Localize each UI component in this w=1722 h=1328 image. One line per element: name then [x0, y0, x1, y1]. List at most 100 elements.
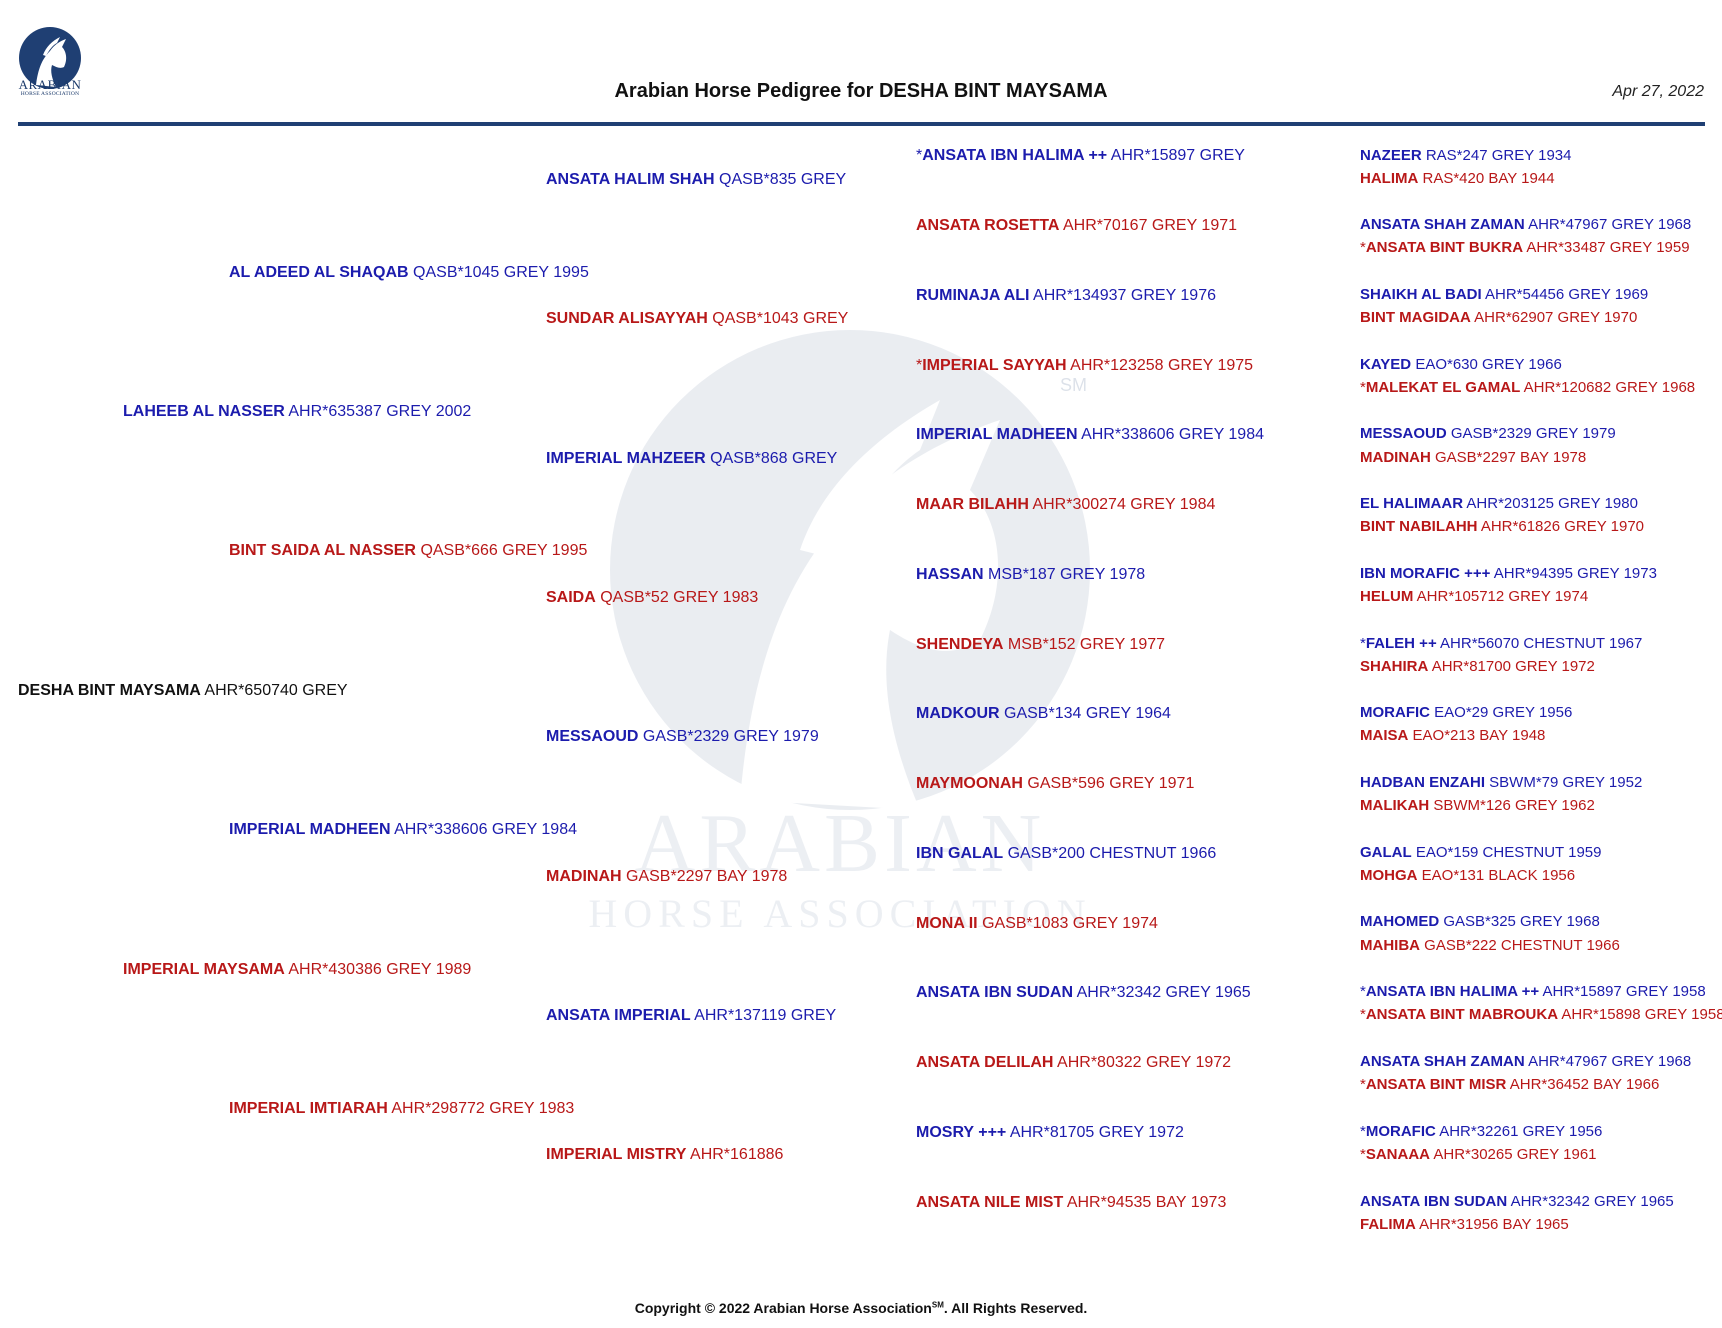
gen5-entry[interactable]: BINT NABILAHH AHR*61826 GREY 1970	[1360, 518, 1644, 535]
horse-detail: AHR*47967 GREY 1968	[1528, 216, 1692, 233]
horse-name: RUMINAJA ALI	[916, 287, 1030, 304]
gen3-entry[interactable]: SAIDA QASB*52 GREY 1983	[546, 589, 758, 607]
gen4-entry[interactable]: ANSATA IBN SUDAN AHR*32342 GREY 1965	[916, 984, 1251, 1002]
gen4-entry[interactable]: MAYMOONAH GASB*596 GREY 1971	[916, 775, 1194, 793]
gen3-entry[interactable]: IMPERIAL MAHZEER QASB*868 GREY	[546, 450, 837, 468]
horse-detail: AHR*300274 GREY 1984	[1032, 496, 1216, 513]
gen5-entry[interactable]: SHAHIRA AHR*81700 GREY 1972	[1360, 658, 1595, 675]
gen5-entry[interactable]: ANSATA SHAH ZAMAN AHR*47967 GREY 1968	[1360, 1053, 1691, 1070]
horse-name: SUNDAR ALISAYYAH	[546, 310, 708, 327]
gen5-entry[interactable]: MAHOMED GASB*325 GREY 1968	[1360, 913, 1600, 930]
gen4-entry[interactable]: RUMINAJA ALI AHR*134937 GREY 1976	[916, 287, 1216, 305]
horse-name: DESHA BINT MAYSAMA	[18, 682, 201, 699]
gen5-entry[interactable]: *FALEH ++ AHR*56070 CHESTNUT 1967	[1360, 635, 1642, 652]
horse-detail: QASB*1045 GREY 1995	[413, 264, 589, 281]
horse-detail: GASB*2297 BAY 1978	[1435, 449, 1587, 466]
horse-detail: AHR*33487 GREY 1959	[1526, 239, 1690, 256]
gen5-entry[interactable]: MORAFIC EAO*29 GREY 1956	[1360, 704, 1572, 721]
horse-detail: AHR*94535 BAY 1973	[1066, 1194, 1227, 1211]
gen4-entry[interactable]: ANSATA ROSETTA AHR*70167 GREY 1971	[916, 217, 1237, 235]
gen4-entry[interactable]: IMPERIAL MADHEEN AHR*338606 GREY 1984	[916, 426, 1264, 444]
gen4-entry[interactable]: ANSATA DELILAH AHR*80322 GREY 1972	[916, 1054, 1231, 1072]
horse-detail: QASB*868 GREY	[710, 450, 838, 467]
gen4-entry[interactable]: IBN GALAL GASB*200 CHESTNUT 1966	[916, 845, 1216, 863]
horse-detail: AHR*94395 GREY 1973	[1493, 565, 1657, 582]
horse-name: SHENDEYA	[916, 636, 1004, 653]
gen4-entry[interactable]: HASSAN MSB*187 GREY 1978	[916, 566, 1145, 584]
horse-detail: GASB*2297 BAY 1978	[626, 868, 788, 885]
gen2-entry[interactable]: IMPERIAL MADHEEN AHR*338606 GREY 1984	[229, 821, 577, 839]
horse-name: HELUM	[1360, 588, 1414, 605]
horse-detail: GASB*222 CHESTNUT 1966	[1424, 937, 1620, 954]
gen4-entry[interactable]: MAAR BILAHH AHR*300274 GREY 1984	[916, 496, 1215, 514]
gen5-entry[interactable]: MAHIBA GASB*222 CHESTNUT 1966	[1360, 937, 1620, 954]
horse-name: IMPERIAL MADHEEN	[229, 821, 391, 838]
dam[interactable]: IMPERIAL MAYSAMA AHR*430386 GREY 1989	[123, 961, 471, 979]
gen3-entry[interactable]: ANSATA HALIM SHAH QASB*835 GREY	[546, 171, 846, 189]
gen3-entry[interactable]: SUNDAR ALISAYYAH QASB*1043 GREY	[546, 310, 848, 328]
horse-detail: AHR*32342 GREY 1965	[1510, 1193, 1674, 1210]
gen5-entry[interactable]: EL HALIMAAR AHR*203125 GREY 1980	[1360, 495, 1638, 512]
horse-name: ANSATA IBN SUDAN	[1360, 1193, 1508, 1210]
gen5-entry[interactable]: *MALEKAT EL GAMAL AHR*120682 GREY 1968	[1360, 379, 1695, 396]
gen5-entry[interactable]: NAZEER RAS*247 GREY 1934	[1360, 147, 1572, 164]
gen5-entry[interactable]: *ANSATA IBN HALIMA ++ AHR*15897 GREY 195…	[1360, 983, 1706, 1000]
gen5-entry[interactable]: *SANAAA AHR*30265 GREY 1961	[1360, 1146, 1597, 1163]
gen2-entry[interactable]: AL ADEED AL SHAQAB QASB*1045 GREY 1995	[229, 264, 589, 282]
gen5-entry[interactable]: MALIKAH SBWM*126 GREY 1962	[1360, 797, 1595, 814]
horse-detail: EAO*29 GREY 1956	[1434, 704, 1573, 721]
gen5-entry[interactable]: ANSATA IBN SUDAN AHR*32342 GREY 1965	[1360, 1193, 1674, 1210]
gen5-entry[interactable]: MAISA EAO*213 BAY 1948	[1360, 727, 1545, 744]
horse-detail: AHR*70167 GREY 1971	[1062, 217, 1238, 234]
gen5-entry[interactable]: GALAL EAO*159 CHESTNUT 1959	[1360, 844, 1601, 861]
gen4-entry[interactable]: MADKOUR GASB*134 GREY 1964	[916, 705, 1171, 723]
gen5-entry[interactable]: HALIMA RAS*420 BAY 1944	[1360, 170, 1555, 187]
gen4-entry[interactable]: ANSATA NILE MIST AHR*94535 BAY 1973	[916, 1194, 1226, 1212]
gen5-entry[interactable]: FALIMA AHR*31956 BAY 1965	[1360, 1216, 1569, 1233]
horse-name: MORAFIC	[1365, 1123, 1436, 1140]
gen5-entry[interactable]: MOHGA EAO*131 BLACK 1956	[1360, 867, 1575, 884]
gen3-entry[interactable]: ANSATA IMPERIAL AHR*137119 GREY	[546, 1007, 836, 1025]
gen5-entry[interactable]: ANSATA SHAH ZAMAN AHR*47967 GREY 1968	[1360, 216, 1691, 233]
gen5-entry[interactable]: *ANSATA BINT MABROUKA AHR*15898 GREY 195…	[1360, 1006, 1722, 1023]
horse-name: ANSATA IMPERIAL	[546, 1007, 691, 1024]
pedigree-subject[interactable]: DESHA BINT MAYSAMA AHR*650740 GREY	[18, 682, 348, 700]
horse-name: MADINAH	[1360, 449, 1431, 466]
copyright-text: Copyright © 2022 Arabian Horse Associati…	[634, 1300, 932, 1316]
horse-name: ANSATA BINT MISR	[1365, 1076, 1507, 1093]
gen5-entry[interactable]: IBN MORAFIC +++ AHR*94395 GREY 1973	[1360, 565, 1657, 582]
horse-name: MOHGA	[1360, 867, 1418, 884]
gen5-entry[interactable]: *MORAFIC AHR*32261 GREY 1956	[1360, 1123, 1602, 1140]
gen2-entry[interactable]: BINT SAIDA AL NASSER QASB*666 GREY 1995	[229, 542, 587, 560]
gen5-entry[interactable]: SHAIKH AL BADI AHR*54456 GREY 1969	[1360, 286, 1648, 303]
horse-detail: AHR*650740 GREY	[204, 682, 348, 699]
header-rule	[18, 122, 1705, 126]
gen3-entry[interactable]: MADINAH GASB*2297 BAY 1978	[546, 868, 787, 886]
gen5-entry[interactable]: *ANSATA BINT BUKRA AHR*33487 GREY 1959	[1360, 239, 1690, 256]
gen4-entry[interactable]: MOSRY +++ AHR*81705 GREY 1972	[916, 1124, 1184, 1142]
gen3-entry[interactable]: IMPERIAL MISTRY AHR*161886	[546, 1146, 783, 1164]
gen4-entry[interactable]: MONA II GASB*1083 GREY 1974	[916, 915, 1158, 933]
horse-detail: AHR*635387 GREY 2002	[288, 403, 472, 420]
horse-detail: AHR*30265 GREY 1961	[1433, 1146, 1597, 1163]
sire[interactable]: LAHEEB AL NASSER AHR*635387 GREY 2002	[123, 403, 471, 421]
horse-name: AL ADEED AL SHAQAB	[229, 264, 409, 281]
gen5-entry[interactable]: HADBAN ENZAHI SBWM*79 GREY 1952	[1360, 774, 1642, 791]
gen4-entry[interactable]: *ANSATA IBN HALIMA ++ AHR*15897 GREY	[916, 147, 1245, 165]
gen5-entry[interactable]: MESSAOUD GASB*2329 GREY 1979	[1360, 425, 1616, 442]
gen5-entry[interactable]: BINT MAGIDAA AHR*62907 GREY 1970	[1360, 309, 1637, 326]
gen5-entry[interactable]: *ANSATA BINT MISR AHR*36452 BAY 1966	[1360, 1076, 1659, 1093]
gen5-entry[interactable]: HELUM AHR*105712 GREY 1974	[1360, 588, 1588, 605]
horse-detail: RAS*420 BAY 1944	[1422, 170, 1555, 187]
gen2-entry[interactable]: IMPERIAL IMTIARAH AHR*298772 GREY 1983	[229, 1100, 574, 1118]
gen3-entry[interactable]: MESSAOUD GASB*2329 GREY 1979	[546, 728, 819, 746]
horse-name: IMPERIAL IMTIARAH	[229, 1100, 388, 1117]
imported-marker: *	[1360, 1006, 1366, 1023]
horse-name: IMPERIAL MISTRY	[546, 1146, 687, 1163]
gen5-entry[interactable]: KAYED EAO*630 GREY 1966	[1360, 356, 1562, 373]
gen4-entry[interactable]: SHENDEYA MSB*152 GREY 1977	[916, 636, 1165, 654]
gen4-entry[interactable]: *IMPERIAL SAYYAH AHR*123258 GREY 1975	[916, 357, 1253, 375]
gen5-entry[interactable]: MADINAH GASB*2297 BAY 1978	[1360, 449, 1586, 466]
horse-detail: AHR*62907 GREY 1970	[1474, 309, 1638, 326]
horse-name: IMPERIAL MAYSAMA	[123, 961, 285, 978]
